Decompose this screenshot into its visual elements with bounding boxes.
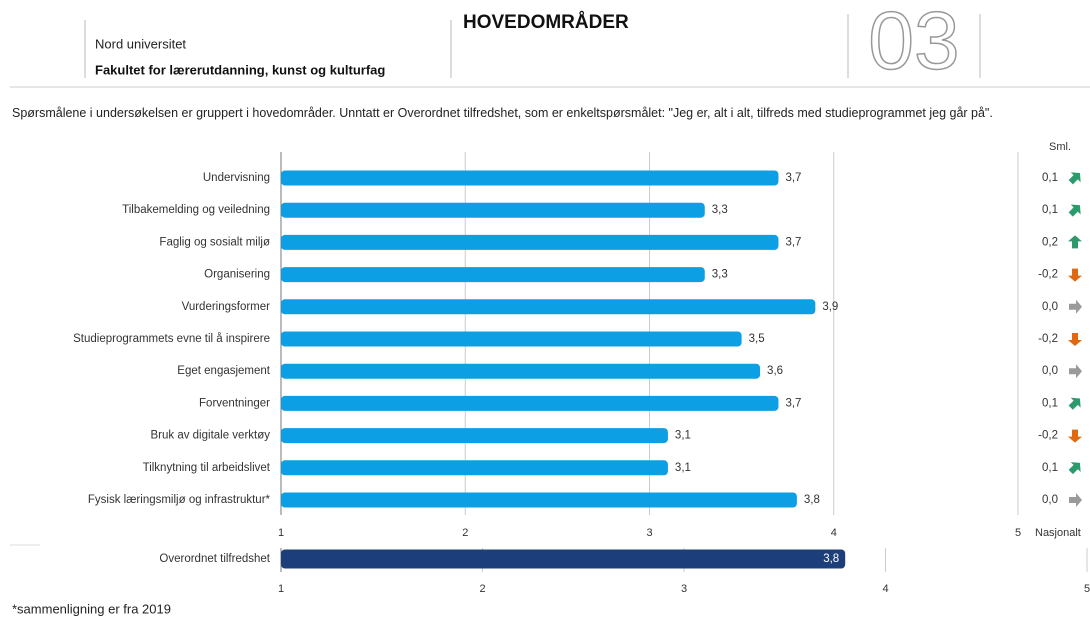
trend-arrow — [1068, 397, 1081, 410]
trend-arrow — [1069, 493, 1082, 507]
x-tick-label: 2 — [479, 583, 485, 595]
comparison-value: 0,0 — [1042, 365, 1058, 377]
faculty: Fakultet for lærerutdanning, kunst og ku… — [95, 62, 385, 77]
x-tick-label: 3 — [681, 583, 687, 595]
category-label: Faglig og sosialt miljø — [159, 236, 270, 248]
x-tick-label: 3 — [646, 527, 652, 539]
comparison-value: 0,2 — [1042, 236, 1058, 248]
bar — [281, 492, 797, 508]
comparison-value: 0,1 — [1042, 462, 1058, 474]
x-tick-label: 1 — [278, 527, 284, 539]
category-label: Eget engasjement — [177, 365, 271, 377]
trend-arrow — [1068, 268, 1082, 282]
x-tick-label: 1 — [278, 583, 284, 595]
trend-arrow — [1069, 299, 1082, 314]
value-label: 3,7 — [785, 397, 801, 409]
value-label: 3,8 — [823, 553, 839, 565]
trend-arrow — [1068, 172, 1081, 185]
bar — [281, 428, 668, 444]
x-tick-label: 5 — [1084, 583, 1090, 595]
bar — [281, 460, 668, 476]
value-label: 3,9 — [822, 301, 838, 313]
trend-arrow — [1068, 204, 1081, 217]
category-label: Tilbakemelding og veiledning — [122, 204, 270, 216]
trend-arrow — [1068, 333, 1082, 346]
x-tick-label: 5 — [1015, 527, 1021, 539]
value-label: 3,1 — [675, 462, 691, 474]
category-label: Forventninger — [199, 397, 270, 409]
comparison-value: 0,1 — [1042, 172, 1058, 184]
bar — [281, 395, 779, 411]
category-label: Undervisning — [203, 172, 270, 184]
x-tick-label: 4 — [882, 583, 888, 595]
category-label: Studieprogrammets evne til å inspirere — [73, 333, 270, 345]
bar — [281, 363, 761, 379]
bar — [281, 331, 742, 347]
value-label: 3,3 — [712, 204, 728, 216]
trend-arrow — [1069, 364, 1082, 379]
comparison-value: -0,2 — [1038, 269, 1058, 281]
bar — [281, 549, 846, 569]
comparison-value: 0,1 — [1042, 397, 1058, 409]
intro: Spørsmålene i undersøkelsen er gruppert … — [12, 106, 993, 120]
bar — [281, 299, 816, 315]
value-label: 3,6 — [767, 365, 783, 377]
x-tick-label: 4 — [831, 527, 837, 539]
value-label: 3,7 — [785, 172, 801, 184]
section-title: HOVEDOMRÅDER — [463, 12, 629, 33]
category-label: Overordnet tilfredshet — [159, 553, 270, 565]
org: Nord universitet — [95, 36, 186, 51]
category-label: Organisering — [204, 269, 270, 281]
bar — [281, 234, 779, 250]
trend-arrow — [1068, 462, 1081, 475]
value-label: 3,8 — [804, 494, 820, 506]
category-label: Fysisk læringsmiljø og infrastruktur* — [88, 494, 271, 506]
category-label: Tilknytning til arbeidslivet — [143, 462, 271, 474]
comparison-value: 0,0 — [1042, 301, 1058, 313]
comparison-value: -0,2 — [1038, 430, 1058, 442]
bar — [281, 170, 779, 186]
value-label: 3,7 — [785, 236, 801, 248]
value-label: 3,5 — [749, 333, 765, 345]
category-label: Bruk av digitale verktøy — [150, 430, 270, 442]
trend-arrow — [1068, 235, 1082, 249]
trend-arrow — [1068, 429, 1082, 443]
value-label: 3,3 — [712, 269, 728, 281]
section-number: 03 — [868, 0, 959, 87]
comparison-value: -0,2 — [1038, 333, 1058, 345]
comparison-label: Nasjonalt — [1035, 527, 1081, 539]
comparison-title: Sml. — [1049, 141, 1071, 153]
category-label: Vurderingsformer — [182, 301, 271, 313]
bar — [281, 202, 705, 218]
x-tick-label: 2 — [462, 527, 468, 539]
bar — [281, 267, 705, 283]
footnote: *sammenligning er fra 2019 — [12, 601, 171, 616]
comparison-value: 0,1 — [1042, 204, 1058, 216]
comparison-value: 0,0 — [1042, 494, 1058, 506]
value-label: 3,1 — [675, 430, 691, 442]
